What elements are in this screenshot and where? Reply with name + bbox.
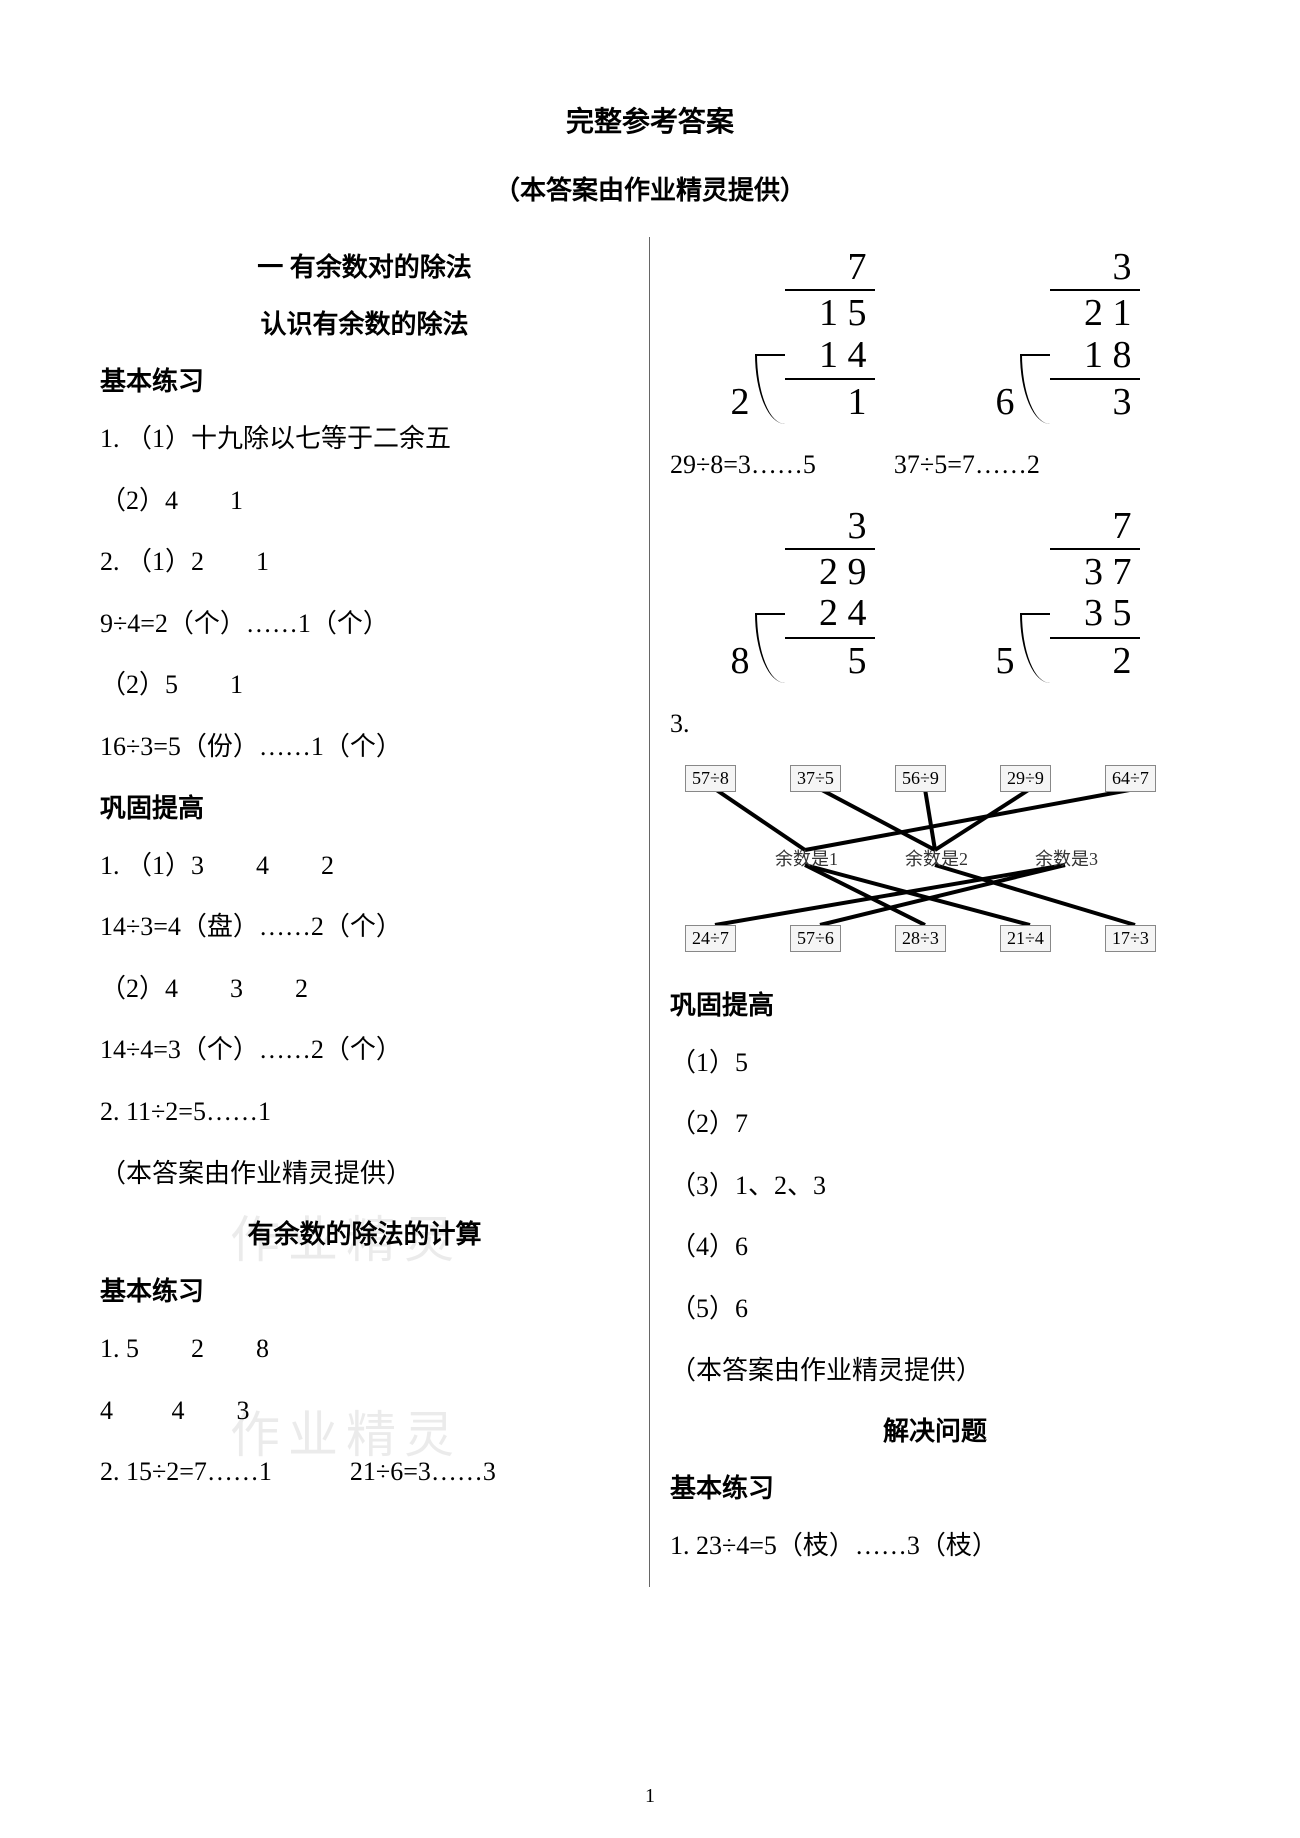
divisor: 5 [996,601,1020,683]
answer-line: 9÷4=2（个）……1（个） [100,603,629,645]
match-label: 余数是2 [905,845,968,871]
chapter-heading: 一 有余数对的除法 [100,247,629,284]
page-number: 1 [645,1785,655,1808]
topic-heading: 有余数的除法的计算 [100,1214,629,1251]
divisor: 8 [731,601,755,683]
divisor: 2 [731,342,755,424]
divisor: 6 [996,342,1020,424]
long-division-row: 7 2 1 5 1 4 1 3 6 [670,247,1200,424]
answer-line: （5）6 [670,1288,1200,1330]
two-column-layout: 一 有余数对的除法 认识有余数的除法 基本练习 1. （1）十九除以七等于二余五… [80,237,1220,1587]
answer-line: 14÷3=4（盘）……2（个） [100,906,629,948]
dividend: 3 7 [1050,548,1140,594]
section-basic: 基本练习 [100,361,629,398]
match-box: 57÷6 [790,925,841,952]
right-column: 7 2 1 5 1 4 1 3 6 [650,237,1220,1587]
matching-diagram: 57÷8 37÷5 56÷9 29÷9 64÷7 余数是1 余数是2 余数是3 24÷7 57÷6… [675,765,1195,965]
long-division: 7 2 1 5 1 4 1 [731,247,875,424]
answer-line: 1. 23÷4=5（枝）……3（枝） [670,1525,1200,1567]
answer-line: 2. 11÷2=5……1 [100,1091,629,1133]
match-box: 24÷7 [685,925,736,952]
long-division: 3 8 2 9 2 4 5 [731,506,875,683]
answer-line: 3. [670,703,1200,745]
long-division: 7 5 3 7 3 5 2 [996,506,1140,683]
answer-line: 29÷8=3……5 37÷5=7……2 [670,444,1200,486]
quotient: 3 [848,506,875,548]
division-bracket-icon [755,354,785,424]
answer-line: （4）6 [670,1226,1200,1268]
left-column: 一 有余数对的除法 认识有余数的除法 基本练习 1. （1）十九除以七等于二余五… [80,237,650,1587]
answer-line: （3）1、2、3 [670,1165,1200,1207]
remainder: 2 [1050,639,1140,683]
answer-credit: （本答案由作业精灵提供） [100,1153,629,1195]
answer-line: 14÷4=3（个）……2（个） [100,1029,629,1071]
answer-line: 16÷3=5（份）……1（个） [100,726,629,768]
remainder: 3 [1050,380,1140,424]
division-bracket-icon [1020,613,1050,683]
match-label: 余数是1 [775,845,838,871]
dividend: 1 5 [785,289,875,335]
page-subtitle: （本答案由作业精灵提供） [80,170,1220,207]
division-bracket-icon [1020,354,1050,424]
quotient: 3 [1113,247,1140,289]
answer-line: （2）7 [670,1103,1200,1145]
match-box: 64÷7 [1105,765,1156,792]
answer-line: 4 4 3 [100,1390,629,1432]
match-box: 57÷8 [685,765,736,792]
subtrahend: 1 8 [1050,335,1140,381]
topic-heading: 解决问题 [670,1411,1200,1448]
section-basic: 基本练习 [670,1468,1200,1505]
answer-line: 2. 15÷2=7……1 21÷6=3……3 [100,1451,629,1493]
dividend: 2 1 [1050,289,1140,335]
long-division: 3 6 2 1 1 8 3 [996,247,1140,424]
answer-line: （2）4 1 [100,480,629,522]
section-consolidate: 巩固提高 [100,788,629,825]
long-division-row: 3 8 2 9 2 4 5 7 5 [670,506,1200,683]
match-box: 21÷4 [1000,925,1051,952]
remainder: 5 [785,639,875,683]
subtrahend: 3 5 [1050,593,1140,639]
match-box: 17÷3 [1105,925,1156,952]
answer-line: 2. （1）2 1 [100,541,629,583]
answer-line: 1. （1）十九除以七等于二余五 [100,418,629,460]
answer-line: 1. （1）3 4 2 [100,845,629,887]
page-title: 完整参考答案 [80,100,1220,140]
answer-line: （2）5 1 [100,664,629,706]
quotient: 7 [1113,506,1140,548]
subtrahend: 1 4 [785,335,875,381]
match-box: 28÷3 [895,925,946,952]
division-bracket-icon [755,613,785,683]
dividend: 2 9 [785,548,875,594]
section-basic: 基本练习 [100,1271,629,1308]
answer-credit: （本答案由作业精灵提供） [670,1350,1200,1392]
subtrahend: 2 4 [785,593,875,639]
match-box: 56÷9 [895,765,946,792]
match-label: 余数是3 [1035,845,1098,871]
match-box: 37÷5 [790,765,841,792]
remainder: 1 [785,380,875,424]
quotient: 7 [848,247,875,289]
answer-line: （1）5 [670,1042,1200,1084]
answer-line: 1. 5 2 8 [100,1328,629,1370]
section-consolidate: 巩固提高 [670,985,1200,1022]
topic-heading: 认识有余数的除法 [100,304,629,341]
match-box: 29÷9 [1000,765,1051,792]
answer-line: （2）4 3 2 [100,968,629,1010]
